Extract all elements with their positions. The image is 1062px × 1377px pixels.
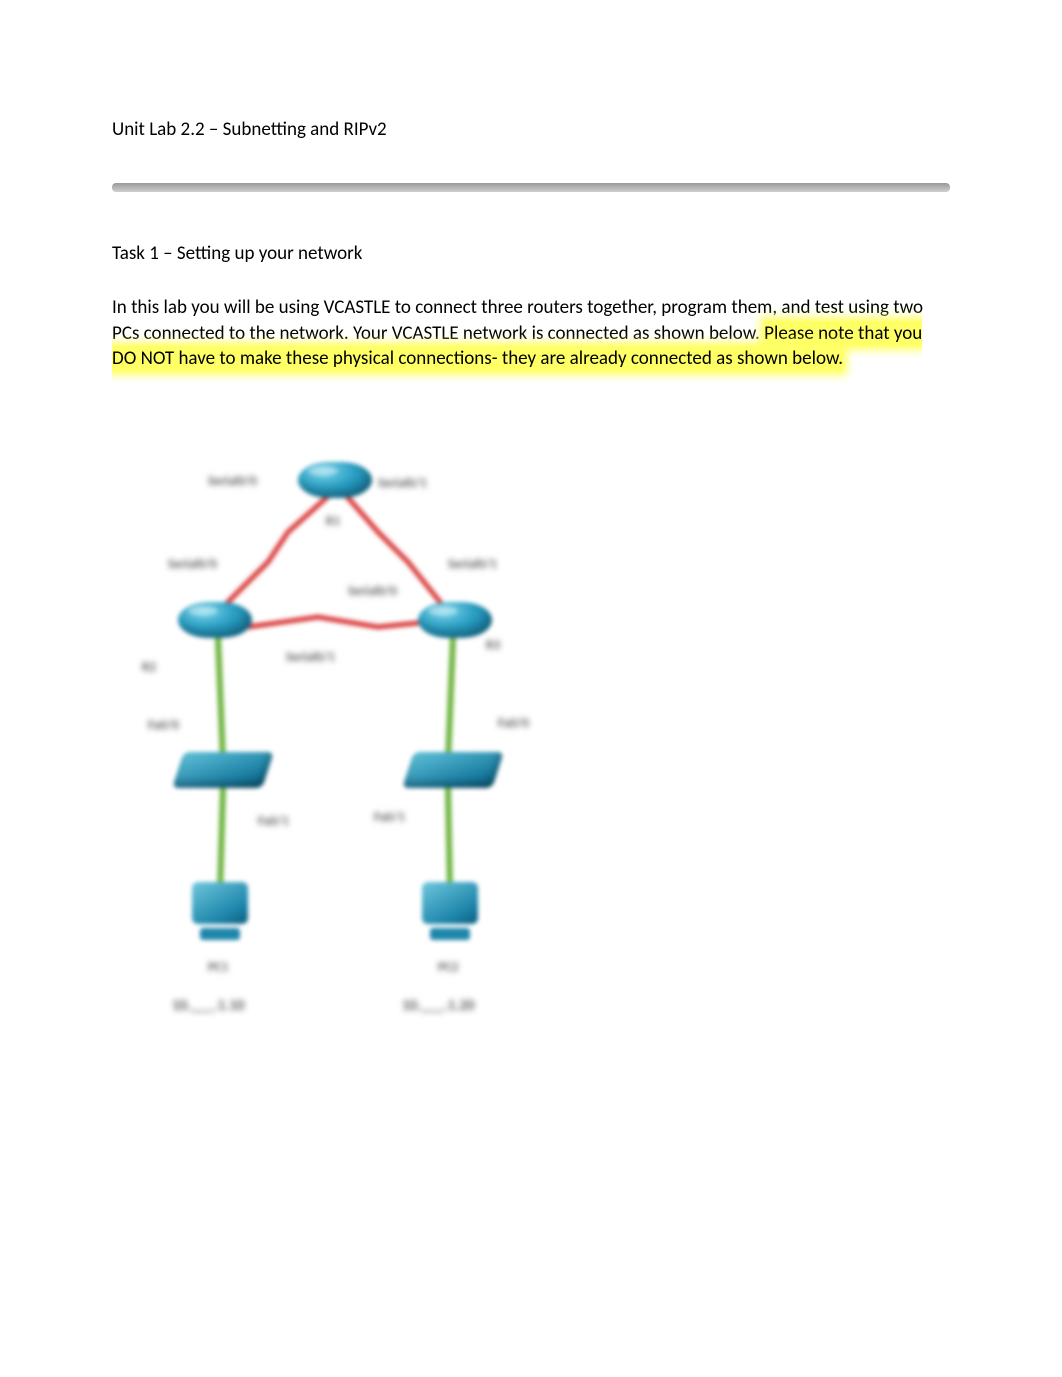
switch-1 bbox=[178, 752, 268, 798]
label-s00-b: Serial0/0 bbox=[168, 557, 217, 572]
label-s01-a: Serial0/1 bbox=[378, 476, 427, 491]
router-r1 bbox=[298, 462, 372, 512]
label-fa00-a: Fa0/0 bbox=[148, 718, 179, 733]
link-r3-sw2 bbox=[448, 637, 453, 762]
label-fa01-a: Fa0/1 bbox=[258, 814, 289, 829]
pc-2 bbox=[418, 882, 482, 952]
label-s00-c: Serial0/0 bbox=[348, 584, 397, 599]
link-r2-sw1 bbox=[218, 637, 223, 762]
label-pc2: PC2 bbox=[438, 960, 458, 975]
label-s00-a: Serial0/0 bbox=[208, 474, 257, 489]
label-fa01-b: Fa0/1 bbox=[374, 810, 405, 825]
router-r3 bbox=[418, 602, 492, 652]
label-s01-c: Serial0/1 bbox=[286, 650, 335, 665]
label-pc1: PC1 bbox=[208, 960, 228, 975]
label-r3: R3 bbox=[486, 638, 500, 653]
label-ip1: 10.___.1.10 bbox=[172, 997, 244, 1015]
task-heading: Task 1 – Setting up your network bbox=[112, 242, 950, 265]
document-page: Unit Lab 2.2 – Subnetting and RIPv2 Task… bbox=[0, 0, 1062, 1102]
intro-paragraph: In this lab you will be using VCASTLE to… bbox=[112, 295, 950, 372]
link-r2-r3 bbox=[248, 617, 428, 627]
label-r1: R1 bbox=[326, 514, 340, 529]
label-ip2: 10.___.1.20 bbox=[402, 997, 474, 1015]
label-s01-b: Serial0/1 bbox=[448, 557, 497, 572]
label-fa00-b: Fa0/0 bbox=[498, 716, 529, 731]
switch-2 bbox=[408, 752, 498, 798]
network-diagram: Serial0/0 Serial0/1 R1 Serial0/0 Serial0… bbox=[118, 422, 538, 1042]
label-r2: R2 bbox=[142, 660, 156, 675]
section-divider bbox=[112, 183, 950, 192]
link-sw2-pc2 bbox=[448, 787, 450, 892]
pc-1 bbox=[188, 882, 252, 952]
link-sw1-pc1 bbox=[220, 787, 223, 892]
lab-title: Unit Lab 2.2 – Subnetting and RIPv2 bbox=[112, 118, 950, 141]
router-r2 bbox=[178, 602, 252, 652]
